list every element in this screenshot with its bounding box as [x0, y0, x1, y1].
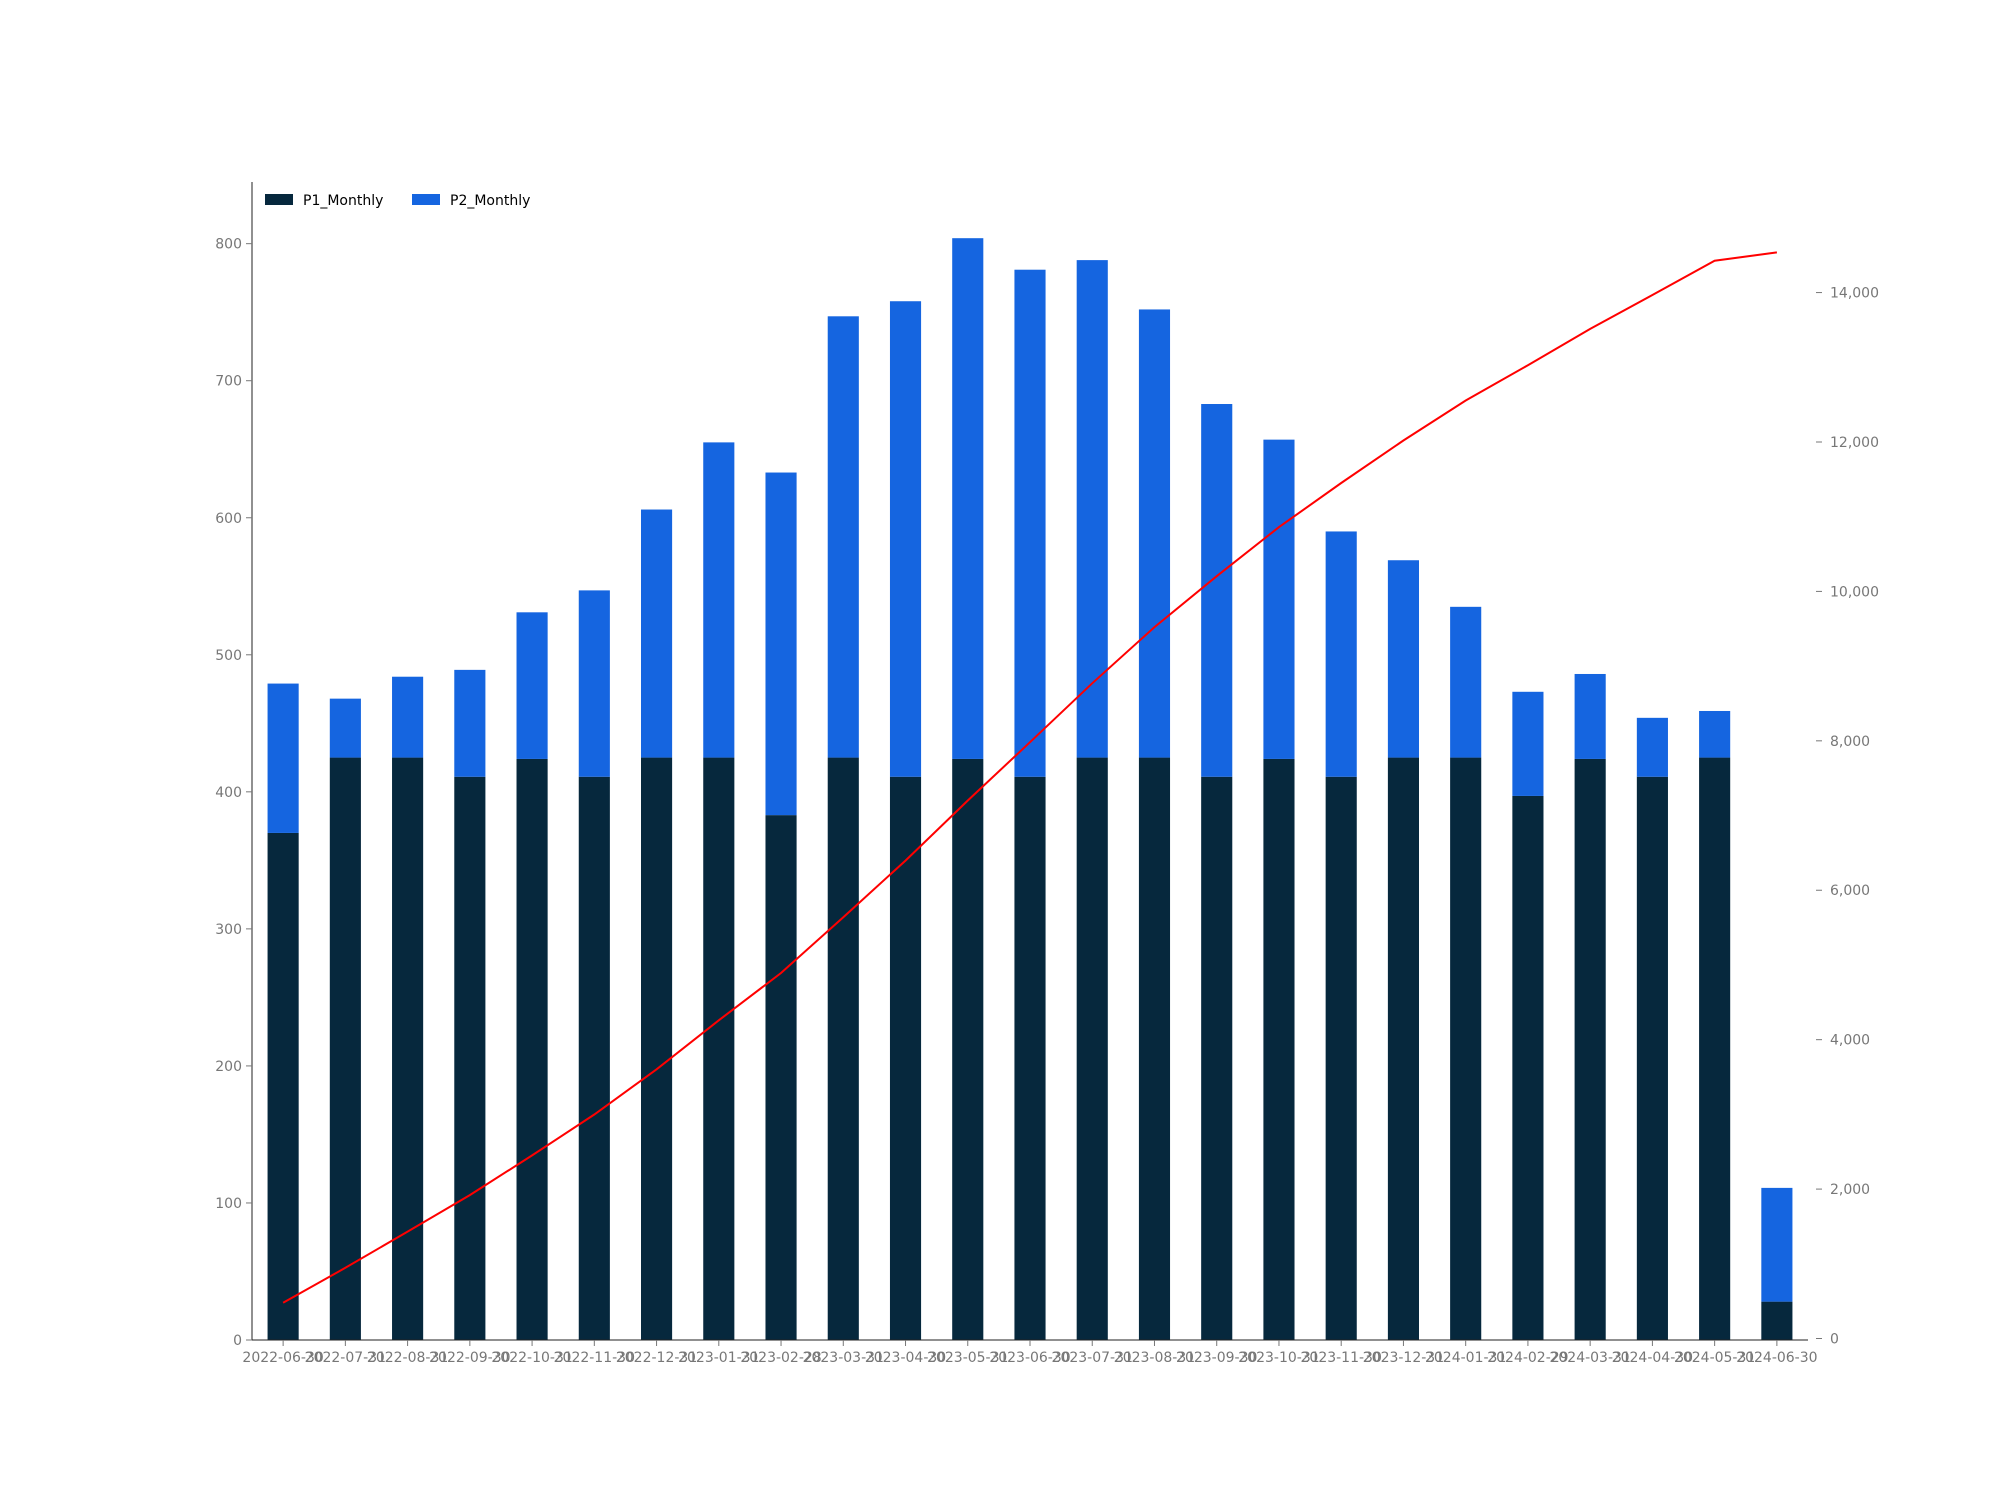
bar-p2-2022-12-31	[641, 509, 673, 758]
bar-p2-2023-04-30	[889, 301, 922, 777]
x-tick-label: 2023-07-31	[1052, 1350, 1133, 1366]
left-tick-label: 400	[215, 785, 242, 801]
bar-p2-2024-01-31	[1450, 606, 1482, 758]
bar-p2-2024-06-30	[1761, 1187, 1793, 1302]
bar-p2-2023-06-30	[1014, 269, 1046, 777]
bar-p1-2022-10-31	[516, 758, 548, 1340]
bar-p1-2023-02-28	[765, 815, 797, 1340]
right-tick-label: 2,000	[1830, 1182, 1870, 1198]
bar-p2-2023-02-28	[765, 472, 797, 816]
x-tick-label: 2022-07-31	[305, 1350, 386, 1366]
bar-p2-2024-02-29	[1512, 691, 1544, 796]
legend: P1_Monthly P2_Monthly	[265, 193, 530, 209]
x-tick-label: 2023-08-31	[1114, 1350, 1195, 1366]
bar-p2-2023-12-31	[1387, 560, 1419, 758]
bar-p2-2022-07-31	[329, 698, 361, 758]
right-tick-label: 12,000	[1830, 435, 1879, 451]
x-tick-label: 2023-05-31	[927, 1350, 1008, 1366]
x-tick-label: 2023-11-30	[1301, 1350, 1382, 1366]
bar-p2-2024-03-31	[1574, 673, 1606, 759]
x-tick-label: 2022-09-30	[429, 1350, 510, 1366]
right-tick-label: 8,000	[1830, 734, 1870, 750]
x-tick-label: 2023-12-31	[1363, 1350, 1444, 1366]
left-tick-label: 600	[215, 511, 242, 527]
bar-p1-2024-02-29	[1512, 795, 1544, 1340]
bar-p2-2023-08-31	[1138, 309, 1171, 758]
bar-p2-2024-04-30	[1636, 717, 1668, 777]
bar-p2-2022-10-31	[516, 612, 548, 759]
bar-p1-2024-05-31	[1699, 757, 1731, 1340]
bar-p1-2024-01-31	[1450, 757, 1482, 1340]
right-tick-label: 14,000	[1830, 286, 1879, 302]
x-tick-label: 2024-01-31	[1425, 1350, 1506, 1366]
bar-p2-2022-08-31	[392, 676, 424, 758]
bar-p2-2022-09-30	[454, 669, 486, 777]
bar-p2-2023-09-30	[1201, 404, 1233, 777]
x-tick-label: 2023-04-30	[865, 1350, 946, 1366]
bar-p1-2022-07-31	[329, 757, 361, 1340]
bar-p1-2022-06-30	[267, 832, 299, 1340]
bar-p1-2022-12-31	[641, 757, 673, 1340]
x-tick-label: 2023-06-30	[989, 1350, 1070, 1366]
bar-p1-2023-03-31	[827, 757, 859, 1340]
x-tick-label: 2022-11-30	[554, 1350, 635, 1366]
x-tick-label: 2024-02-29	[1487, 1350, 1568, 1366]
bar-p1-2022-09-30	[454, 776, 486, 1340]
left-tick-label: 800	[215, 237, 242, 253]
x-tick-label: 2022-10-31	[491, 1350, 572, 1366]
bar-p1-2023-06-30	[1014, 776, 1046, 1340]
x-tick-label: 2023-10-31	[1238, 1350, 1319, 1366]
bar-p1-2023-12-31	[1387, 757, 1419, 1340]
left-tick-label: 100	[215, 1196, 242, 1212]
legend-swatch-p2	[412, 194, 440, 205]
x-tick-label: 2023-01-31	[678, 1350, 759, 1366]
bar-p1-2024-04-30	[1636, 776, 1668, 1340]
x-tick-label: 2022-06-30	[242, 1350, 323, 1366]
cumulative-line	[282, 251, 1778, 1304]
bar-p1-2024-06-30	[1761, 1301, 1793, 1340]
legend-label-p1: P1_Monthly	[303, 193, 383, 209]
bar-p1-2023-11-30	[1325, 776, 1357, 1340]
bar-p1-2023-05-31	[952, 758, 984, 1340]
x-tick-label: 2023-03-31	[803, 1350, 884, 1366]
right-tick-label: 10,000	[1830, 584, 1879, 600]
x-tick-label: 2022-12-31	[616, 1350, 697, 1366]
right-tick-label: 6,000	[1830, 883, 1870, 899]
left-tick-label: 700	[215, 374, 242, 390]
bar-p2-2023-03-31	[827, 316, 859, 758]
bar-p2-2023-05-31	[952, 238, 984, 759]
left-tick-label: 200	[215, 1059, 242, 1075]
bar-p1-2023-09-30	[1201, 776, 1233, 1340]
left-tick-label: 300	[215, 922, 242, 938]
x-tick-label: 2022-08-31	[367, 1350, 448, 1366]
x-tick-label: 2023-02-28	[740, 1350, 821, 1366]
bar-p2-2023-01-31	[703, 442, 735, 758]
x-tick-label: 2024-05-31	[1674, 1350, 1755, 1366]
bar-p1-2024-03-31	[1574, 758, 1606, 1340]
bar-p2-2024-05-31	[1699, 710, 1731, 758]
bar-p1-2023-01-31	[703, 757, 735, 1340]
bar-p1-2023-07-31	[1076, 757, 1108, 1340]
left-tick-label: 500	[215, 648, 242, 664]
left-tick-label: 0	[233, 1333, 242, 1349]
bar-p2-2023-11-30	[1325, 531, 1357, 777]
right-tick-label: 4,000	[1830, 1033, 1870, 1049]
legend-label-p2: P2_Monthly	[450, 193, 530, 209]
bar-p1-2022-11-30	[578, 776, 610, 1340]
legend-swatch-p1	[265, 194, 293, 205]
bar-p2-2023-10-31	[1263, 439, 1295, 759]
bar-p2-2022-06-30	[267, 683, 299, 833]
x-tick-label: 2024-03-31	[1549, 1350, 1630, 1366]
bar-p1-2022-08-31	[392, 757, 424, 1340]
bar-p1-2023-08-31	[1138, 757, 1171, 1340]
bar-p2-2022-11-30	[578, 590, 610, 777]
right-tick-label: 0	[1830, 1332, 1839, 1348]
x-tick-label: 2024-06-30	[1736, 1350, 1817, 1366]
bar-p1-2023-10-31	[1263, 758, 1295, 1340]
x-tick-label: 2024-04-30	[1612, 1350, 1693, 1366]
x-tick-label: 2023-09-30	[1176, 1350, 1257, 1366]
